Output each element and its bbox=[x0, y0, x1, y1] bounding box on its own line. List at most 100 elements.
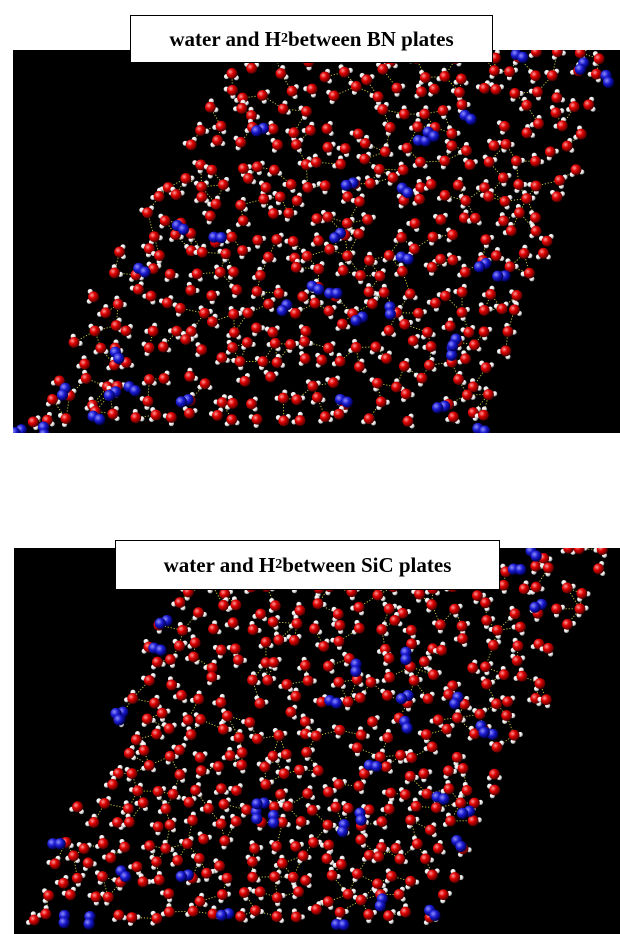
oxygen-atom bbox=[291, 618, 303, 629]
oxygen-atom bbox=[351, 674, 363, 685]
water-molecule bbox=[373, 816, 388, 830]
water-molecule bbox=[247, 671, 261, 686]
h2-molecule bbox=[103, 386, 122, 402]
water-molecule bbox=[141, 759, 157, 773]
water-molecule bbox=[403, 749, 418, 764]
water-molecule bbox=[363, 909, 378, 924]
water-molecule bbox=[478, 326, 493, 341]
water-molecule bbox=[254, 695, 269, 709]
water-molecule bbox=[283, 207, 298, 222]
h2-molecule bbox=[175, 869, 194, 883]
oxygen-atom bbox=[366, 298, 378, 310]
water-molecule bbox=[573, 125, 587, 140]
h2-molecule bbox=[324, 695, 343, 709]
water-molecule bbox=[233, 99, 248, 114]
oxygen-atom bbox=[182, 838, 193, 850]
oxygen-atom bbox=[302, 788, 314, 799]
oxygen-atom bbox=[221, 872, 233, 884]
water-molecule bbox=[37, 905, 52, 920]
oxygen-atom bbox=[319, 180, 331, 192]
water-molecule bbox=[208, 620, 222, 635]
water-molecule bbox=[249, 731, 265, 745]
h2-atom bbox=[329, 232, 341, 244]
oxygen-atom bbox=[480, 234, 492, 246]
water-molecule bbox=[402, 288, 418, 301]
oxygen-atom bbox=[278, 415, 290, 427]
water-molecule bbox=[204, 98, 219, 113]
oxygen-atom bbox=[60, 413, 72, 424]
water-molecule bbox=[376, 838, 390, 853]
water-molecule bbox=[297, 850, 312, 864]
oxygen-atom bbox=[334, 724, 346, 736]
oxygen-atom bbox=[511, 655, 523, 667]
water-molecule bbox=[268, 656, 282, 672]
oxygen-atom bbox=[430, 802, 442, 814]
water-molecule bbox=[423, 176, 437, 191]
oxygen-atom bbox=[195, 159, 207, 171]
h2-molecule bbox=[336, 818, 350, 838]
oxygen-atom bbox=[269, 337, 281, 349]
bn-molecular-scene bbox=[13, 50, 615, 433]
oxygen-atom bbox=[230, 816, 242, 827]
water-molecule bbox=[128, 861, 143, 876]
oxygen-atom bbox=[428, 83, 440, 95]
oxygen-atom bbox=[199, 307, 210, 319]
water-molecule bbox=[288, 614, 303, 629]
oxygen-atom bbox=[137, 797, 149, 809]
water-molecule bbox=[216, 889, 232, 904]
water-molecule bbox=[172, 689, 188, 704]
water-molecule bbox=[218, 797, 231, 813]
oxygen-atom bbox=[488, 140, 500, 152]
water-molecule bbox=[285, 704, 298, 720]
caption-bottom-prefix: water and H bbox=[163, 552, 276, 577]
h2-molecule bbox=[507, 563, 527, 576]
oxygen-atom bbox=[335, 858, 347, 870]
water-molecule bbox=[511, 621, 526, 636]
water-molecule bbox=[126, 912, 141, 927]
oxygen-atom bbox=[551, 92, 563, 104]
oxygen-atom bbox=[426, 741, 438, 753]
oxygen-atom bbox=[258, 193, 270, 205]
h2-molecule bbox=[350, 658, 362, 677]
oxygen-atom bbox=[224, 750, 236, 762]
water-molecule bbox=[410, 835, 423, 851]
h2-molecule bbox=[276, 299, 293, 317]
water-molecule bbox=[583, 96, 596, 112]
oxygen-atom bbox=[218, 798, 230, 810]
oxygen-atom bbox=[212, 135, 223, 146]
oxygen-atom bbox=[124, 816, 135, 828]
oxygen-atom bbox=[167, 788, 179, 800]
h2-atom bbox=[428, 130, 440, 142]
oxygen-atom bbox=[227, 397, 239, 409]
water-molecule bbox=[413, 372, 428, 387]
oxygen-atom bbox=[354, 692, 366, 704]
water-molecule bbox=[212, 644, 227, 659]
oxygen-atom bbox=[256, 89, 268, 101]
oxygen-atom bbox=[142, 207, 153, 219]
oxygen-atom bbox=[301, 250, 313, 262]
hydrogen-bond bbox=[262, 361, 278, 363]
water-molecule bbox=[323, 304, 337, 320]
water-molecule bbox=[151, 250, 165, 265]
water-molecule bbox=[325, 375, 341, 389]
oxygen-atom bbox=[509, 608, 521, 620]
h2-atom bbox=[341, 396, 353, 408]
water-molecule bbox=[68, 333, 83, 348]
water-molecule bbox=[224, 617, 240, 631]
water-molecule bbox=[182, 406, 198, 419]
oxygen-atom bbox=[445, 815, 456, 827]
water-molecule bbox=[289, 838, 305, 852]
h2-molecule bbox=[171, 219, 190, 235]
water-molecule bbox=[185, 902, 199, 917]
h2-molecule bbox=[350, 311, 368, 327]
water-molecule bbox=[192, 607, 207, 621]
water-molecule bbox=[46, 855, 61, 870]
oxygen-atom bbox=[400, 388, 412, 400]
water-molecule bbox=[219, 835, 234, 850]
oxygen-atom bbox=[353, 228, 365, 240]
oxygen-atom bbox=[376, 816, 388, 828]
water-molecule bbox=[495, 212, 510, 227]
oxygen-atom bbox=[541, 235, 553, 247]
oxygen-atom bbox=[443, 783, 455, 795]
water-molecule bbox=[250, 285, 266, 300]
